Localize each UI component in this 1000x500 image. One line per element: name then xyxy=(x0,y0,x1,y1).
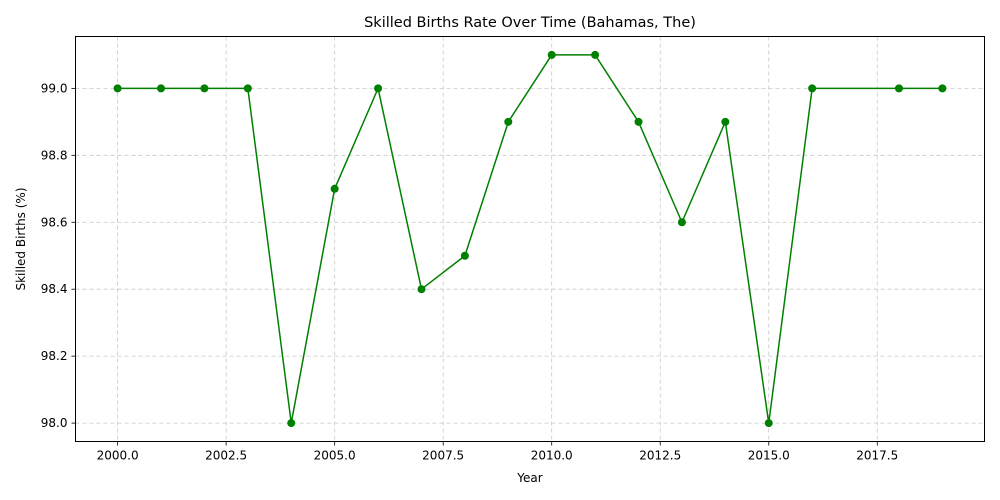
data-point xyxy=(938,84,947,93)
plot-frame xyxy=(75,36,985,442)
data-point xyxy=(894,84,903,93)
y-tick-label: 98.0 xyxy=(41,416,68,430)
x-tick-label: 2017.5 xyxy=(856,449,898,463)
y-tick-label: 98.2 xyxy=(41,349,68,363)
x-axis-ticks: 2000.0 2002.5 2005.0 2007.5 2010.0 2012.5 2015… xyxy=(97,441,898,463)
data-point xyxy=(243,84,252,93)
series-layer xyxy=(113,50,947,428)
y-axis-ticks: 98.0 98.2 98.4 98.6 98.8 99.0 xyxy=(41,81,76,430)
data-point xyxy=(330,184,339,193)
x-axis-label: Year xyxy=(516,471,542,485)
data-point xyxy=(287,419,296,428)
x-tick-label: 2005.0 xyxy=(314,449,356,463)
data-point xyxy=(808,84,817,93)
data-point xyxy=(547,50,556,59)
data-point xyxy=(417,285,426,294)
data-point xyxy=(113,84,122,93)
x-tick-label: 2002.5 xyxy=(205,449,247,463)
y-tick-label: 98.4 xyxy=(41,282,68,296)
x-tick-label: 2015.0 xyxy=(748,449,790,463)
data-point xyxy=(591,50,600,59)
data-point xyxy=(200,84,209,93)
data-point xyxy=(634,117,643,126)
data-point xyxy=(677,218,686,227)
y-axis-label: Skilled Births (%) xyxy=(14,187,28,290)
x-tick-label: 2000.0 xyxy=(97,449,139,463)
x-tick-label: 2007.5 xyxy=(422,449,464,463)
data-point xyxy=(504,117,513,126)
data-point xyxy=(721,117,730,126)
y-tick-label: 99.0 xyxy=(41,81,68,95)
chart-title: Skilled Births Rate Over Time (Bahamas, … xyxy=(364,15,696,31)
data-point xyxy=(764,419,773,428)
x-tick-label: 2012.5 xyxy=(639,449,681,463)
y-tick-label: 98.8 xyxy=(41,148,68,162)
data-point xyxy=(374,84,383,93)
x-tick-label: 2010.0 xyxy=(531,449,573,463)
y-tick-label: 98.6 xyxy=(41,215,68,229)
data-point xyxy=(157,84,166,93)
data-point xyxy=(460,251,469,260)
